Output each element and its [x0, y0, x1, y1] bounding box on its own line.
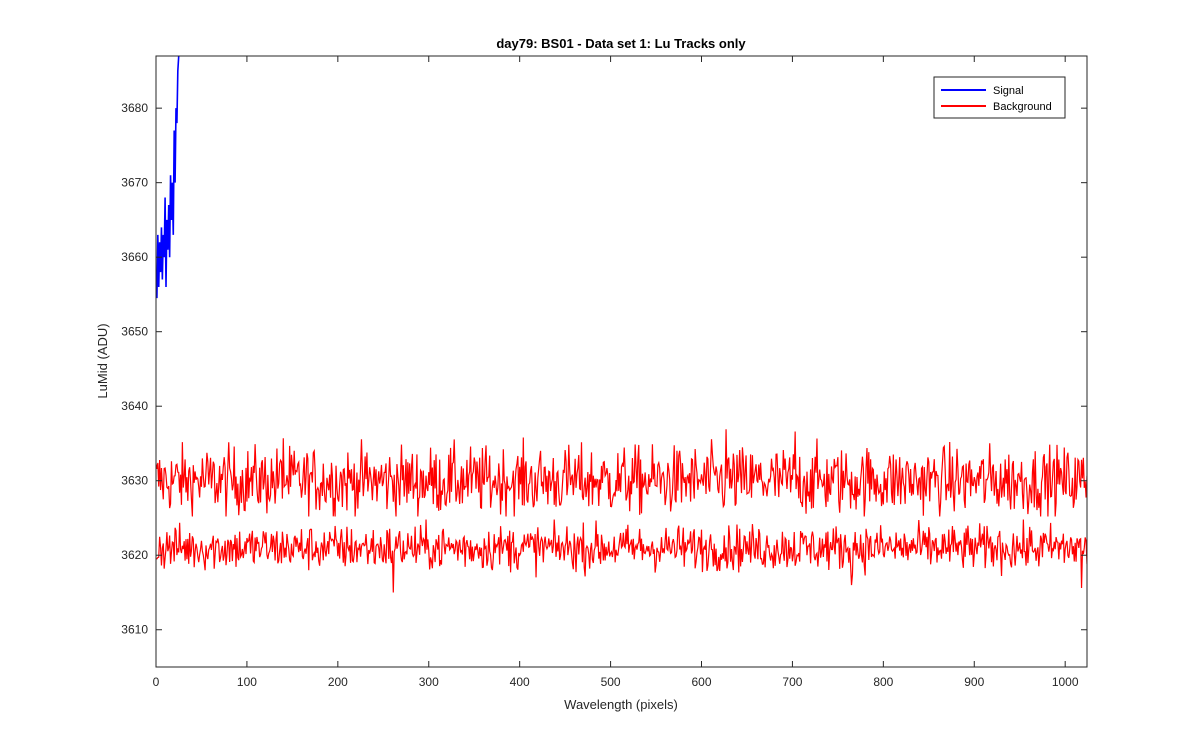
y-tick-label: 3670 — [121, 176, 148, 190]
series-signal — [156, 56, 180, 299]
y-tick-label: 3680 — [121, 101, 148, 115]
x-tick-label: 600 — [691, 675, 711, 689]
series-line-signal — [156, 56, 180, 299]
x-tick-label: 900 — [964, 675, 984, 689]
series-line-background-2 — [156, 519, 1087, 593]
y-tick-label: 3660 — [121, 250, 148, 264]
y-tick-label: 3610 — [121, 623, 148, 637]
x-tick-label: 700 — [782, 675, 802, 689]
chart-title: day79: BS01 - Data set 1: Lu Tracks only — [496, 36, 746, 51]
y-tick-label: 3650 — [121, 325, 148, 339]
x-tick-label: 500 — [601, 675, 621, 689]
x-tick-label: 300 — [419, 675, 439, 689]
x-tick-label: 1000 — [1052, 675, 1079, 689]
x-axis-ticks: 0 100 200 300 400 500 600 700 800 900 1000 — [153, 56, 1079, 689]
legend-label-background: Background — [993, 101, 1052, 113]
x-tick-label: 200 — [328, 675, 348, 689]
legend: Signal Background — [933, 76, 1066, 119]
y-tick-label: 3620 — [121, 548, 148, 562]
axes-background — [156, 56, 1087, 667]
legend-label-signal: Signal — [993, 85, 1024, 97]
y-axis-ticks: 3610 3620 3630 3640 3650 3660 3670 3680 — [121, 101, 1087, 637]
legend-box — [933, 76, 1066, 119]
series-layer — [156, 56, 1087, 593]
y-tick-label: 3630 — [121, 474, 148, 488]
series-background — [156, 429, 1087, 593]
plot-area: 0 100 200 300 400 500 600 700 800 900 1000 3610 362… — [121, 55, 1088, 689]
y-axis-label: LuMid (ADU) — [95, 323, 110, 398]
series-line-background-1 — [156, 429, 1087, 517]
y-tick-label: 3640 — [121, 399, 148, 413]
x-tick-label: 0 — [153, 675, 160, 689]
axes-box — [155, 55, 1088, 668]
x-axis-label: Wavelength (pixels) — [564, 697, 678, 712]
x-tick-label: 100 — [237, 675, 257, 689]
x-tick-label: 800 — [873, 675, 893, 689]
x-tick-label: 400 — [510, 675, 530, 689]
